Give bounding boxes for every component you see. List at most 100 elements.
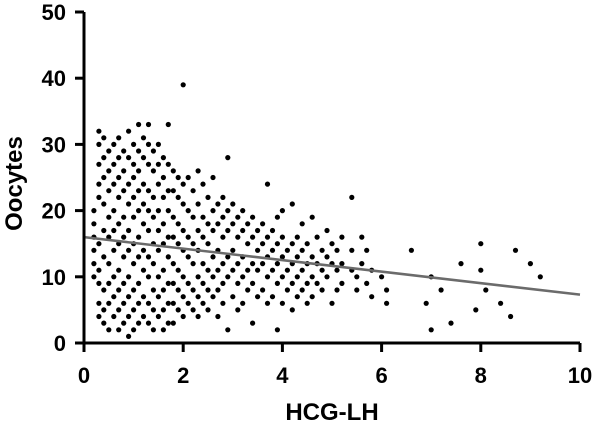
data-point — [91, 221, 97, 227]
data-point — [215, 201, 221, 207]
data-point — [145, 254, 152, 260]
data-point — [200, 234, 206, 240]
data-point — [245, 221, 251, 227]
data-point — [145, 161, 152, 167]
data-point — [235, 261, 241, 267]
data-point — [190, 261, 196, 267]
data-point — [284, 287, 290, 293]
data-point — [96, 194, 102, 200]
data-point — [116, 221, 122, 227]
data-point — [126, 181, 132, 187]
data-point — [190, 241, 196, 247]
data-point — [136, 280, 142, 286]
data-point — [140, 201, 147, 207]
data-point — [240, 300, 246, 306]
data-point — [106, 188, 112, 194]
data-point — [96, 241, 102, 247]
data-point — [140, 294, 147, 300]
data-point — [180, 274, 186, 280]
data-point — [185, 280, 191, 286]
data-point — [250, 261, 256, 267]
data-point — [264, 234, 271, 240]
y-tick-label: 30 — [42, 132, 66, 157]
data-point — [180, 181, 186, 187]
data-point — [349, 194, 355, 200]
data-point — [369, 294, 375, 300]
data-point — [155, 161, 161, 167]
data-point — [235, 214, 241, 220]
data-point — [339, 261, 345, 267]
data-point — [101, 254, 107, 260]
data-point — [473, 307, 479, 313]
data-point — [155, 181, 161, 187]
data-point — [160, 267, 166, 273]
data-point — [200, 280, 206, 286]
data-point — [155, 227, 161, 234]
data-point — [160, 194, 166, 200]
data-point — [359, 234, 365, 240]
data-point — [160, 221, 166, 227]
data-point — [255, 227, 261, 234]
data-point — [170, 214, 176, 220]
data-point — [175, 174, 181, 181]
data-point — [230, 201, 236, 207]
data-point — [145, 274, 152, 280]
data-point — [96, 128, 102, 134]
data-point — [220, 234, 226, 240]
data-point — [319, 287, 325, 293]
data-point — [408, 247, 414, 253]
data-point — [324, 227, 330, 234]
data-point — [180, 294, 186, 300]
data-point — [160, 287, 166, 293]
data-point — [140, 155, 147, 161]
data-point — [264, 181, 271, 187]
data-point — [111, 227, 117, 234]
y-tick-label: 10 — [42, 265, 66, 290]
data-point — [131, 141, 137, 147]
data-point — [269, 267, 276, 273]
data-point — [160, 155, 166, 161]
data-point — [294, 294, 300, 300]
data-point — [190, 307, 196, 313]
data-point — [136, 121, 142, 128]
data-point — [354, 274, 360, 280]
data-point — [140, 313, 147, 320]
data-point — [339, 234, 345, 240]
data-point — [116, 307, 122, 313]
data-point — [136, 300, 142, 306]
data-point — [170, 300, 176, 306]
data-point — [195, 274, 201, 280]
data-point — [155, 294, 161, 300]
data-point — [200, 214, 206, 220]
data-point — [150, 261, 156, 267]
data-point — [255, 294, 261, 300]
data-point — [136, 234, 142, 240]
data-point — [175, 287, 181, 293]
data-point — [508, 313, 514, 320]
data-point — [131, 287, 137, 293]
data-point — [111, 274, 117, 280]
data-point — [175, 307, 181, 313]
data-point — [106, 148, 112, 154]
data-point — [299, 267, 305, 273]
data-point — [289, 280, 295, 286]
data-point — [180, 201, 186, 207]
data-point — [235, 280, 241, 286]
x-tick-label: 8 — [475, 363, 487, 388]
data-point — [230, 294, 236, 300]
data-point — [121, 300, 127, 306]
data-point — [339, 280, 345, 286]
data-point — [121, 280, 127, 286]
data-point — [210, 294, 216, 300]
data-point — [255, 267, 261, 273]
data-point — [150, 168, 156, 174]
data-point — [274, 261, 280, 267]
data-point — [537, 274, 543, 280]
data-point — [225, 155, 231, 161]
data-point — [294, 234, 300, 240]
data-point — [210, 174, 216, 181]
data-point — [101, 155, 107, 161]
data-point — [215, 221, 221, 227]
data-point — [215, 287, 221, 293]
